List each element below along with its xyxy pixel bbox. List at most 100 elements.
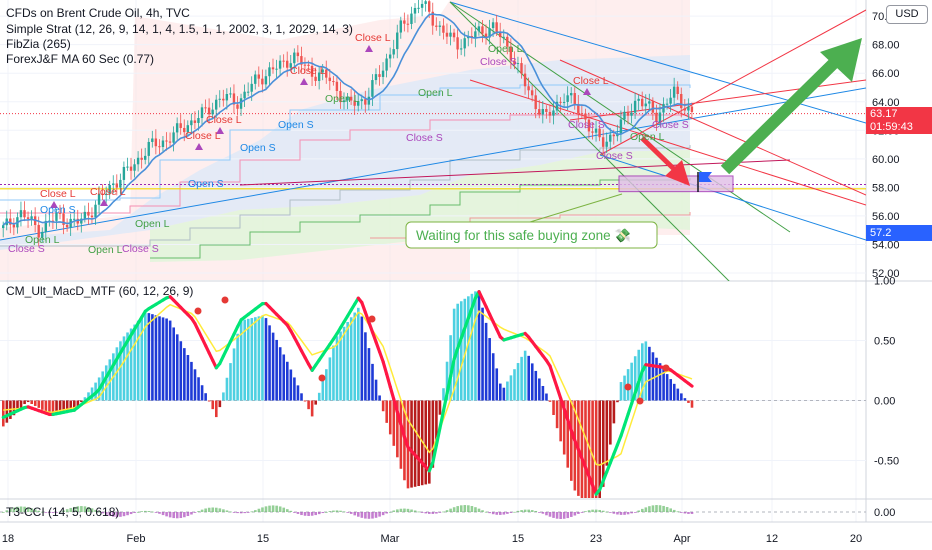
candle-body	[186, 125, 189, 133]
cci-bar	[303, 512, 307, 516]
histogram-bar	[623, 375, 626, 401]
legend-symbol[interactable]: CFDs on Brent Crude Oil, 4h, TVC	[6, 6, 190, 20]
candle-body	[101, 193, 104, 196]
cci-bar	[257, 508, 261, 512]
cci-bar	[307, 512, 310, 516]
price-tick-label: 60.00	[872, 154, 900, 166]
candle-body	[58, 212, 62, 214]
candle-body	[566, 95, 569, 102]
histogram-bar	[367, 348, 371, 401]
cci-bar	[502, 512, 506, 515]
cci-bar	[392, 510, 396, 512]
histogram-bar	[470, 293, 474, 401]
histogram-bar	[665, 374, 669, 401]
histogram-bar	[413, 400, 417, 487]
cci-bar	[435, 512, 438, 514]
cci-bar	[144, 510, 147, 512]
cci-bar	[456, 506, 459, 512]
histogram-bar	[232, 348, 236, 401]
cci-bar	[321, 512, 325, 514]
candle-body	[126, 166, 129, 168]
histogram-bar	[51, 400, 55, 415]
cci-bar	[424, 512, 428, 514]
histogram-bar	[200, 385, 204, 401]
cci-bar	[90, 508, 94, 512]
macd-line-segment	[385, 372, 392, 389]
histogram-bar	[349, 317, 353, 401]
histogram-bar	[520, 356, 523, 401]
histogram-bar	[538, 378, 541, 401]
cci-bar	[658, 505, 662, 512]
macd-histogram	[2, 291, 694, 498]
cci-bar	[275, 505, 278, 512]
cci-bar	[591, 509, 594, 512]
histogram-bar	[183, 348, 186, 401]
histogram-bar	[648, 346, 651, 401]
time-tick-label: 15	[512, 533, 524, 545]
candle-body	[264, 76, 268, 85]
histogram-bar	[55, 400, 58, 414]
macd-line-segment	[633, 380, 641, 395]
histogram-bar	[193, 369, 197, 401]
histogram-bar	[392, 400, 396, 446]
candle-body	[364, 99, 367, 105]
price-tick-label: 68.00	[872, 40, 900, 52]
candle-body	[562, 101, 566, 103]
candle-body	[87, 211, 90, 216]
candle-body	[239, 98, 243, 109]
histogram-bar	[601, 400, 605, 487]
cci-bar	[122, 512, 126, 517]
cci-pane-title[interactable]: T3-CCI (14, 5, 0.618)	[6, 505, 120, 519]
cci-bar	[587, 510, 591, 512]
histogram-bar	[225, 377, 229, 401]
candle-body	[587, 119, 591, 132]
drop-arrow-head	[665, 160, 690, 186]
histogram-bar	[48, 400, 51, 414]
cci-bar	[548, 512, 552, 517]
histogram-bar	[360, 316, 364, 401]
cci-bar	[55, 512, 58, 513]
cci-bar	[9, 508, 12, 512]
trend-line	[449, 1, 730, 281]
price-tick-label: 58.00	[872, 182, 900, 194]
histogram-bar	[530, 363, 534, 401]
cci-bar	[573, 512, 577, 516]
histogram-bar	[129, 328, 133, 401]
macd-line-segment	[576, 447, 584, 461]
candle-body	[357, 101, 360, 106]
open-short-label: Open S	[188, 178, 224, 190]
cci-bar	[225, 510, 229, 512]
legend-indicator-fibzia[interactable]: FibZia (265)	[6, 37, 71, 51]
cci-pane: 0.00	[0, 505, 895, 519]
candle-body	[296, 52, 300, 57]
candle-body	[598, 128, 601, 138]
ma-cloud-blue	[0, 55, 690, 250]
time-tick-label: Apr	[673, 533, 690, 545]
candle-body	[193, 120, 197, 123]
macd-pane-title[interactable]: CM_Ult_MacD_MTF (60, 12, 26, 9)	[6, 284, 194, 298]
candle-body	[83, 211, 87, 219]
histogram-bar	[254, 317, 257, 401]
macd-line-segment	[399, 422, 407, 439]
histogram-bar	[552, 400, 555, 416]
candle-body	[680, 94, 683, 109]
macd-line-segment	[598, 479, 605, 492]
cci-bar	[374, 512, 378, 518]
cci-bar	[449, 508, 452, 512]
price-tick-label: 54.00	[872, 239, 900, 251]
legend-indicator-ma[interactable]: ForexJ&F MA 60 Sec (0.77)	[6, 52, 155, 66]
histogram-bar	[435, 400, 438, 442]
cci-bar	[300, 512, 303, 516]
candle-body	[129, 166, 133, 171]
histogram-bar	[268, 325, 271, 401]
cci-bar	[197, 511, 200, 512]
histogram-bar	[523, 350, 527, 401]
legend-indicator-simple-strat[interactable]: Simple Strat (12, 26, 9, 14, 1, 4, 1.5, …	[6, 22, 353, 36]
histogram-bar	[325, 369, 328, 401]
candle-body	[683, 108, 686, 111]
histogram-bar	[633, 356, 637, 401]
histogram-bar	[541, 385, 545, 401]
histogram-bar	[481, 307, 484, 401]
currency-button[interactable]: USD	[886, 5, 928, 24]
